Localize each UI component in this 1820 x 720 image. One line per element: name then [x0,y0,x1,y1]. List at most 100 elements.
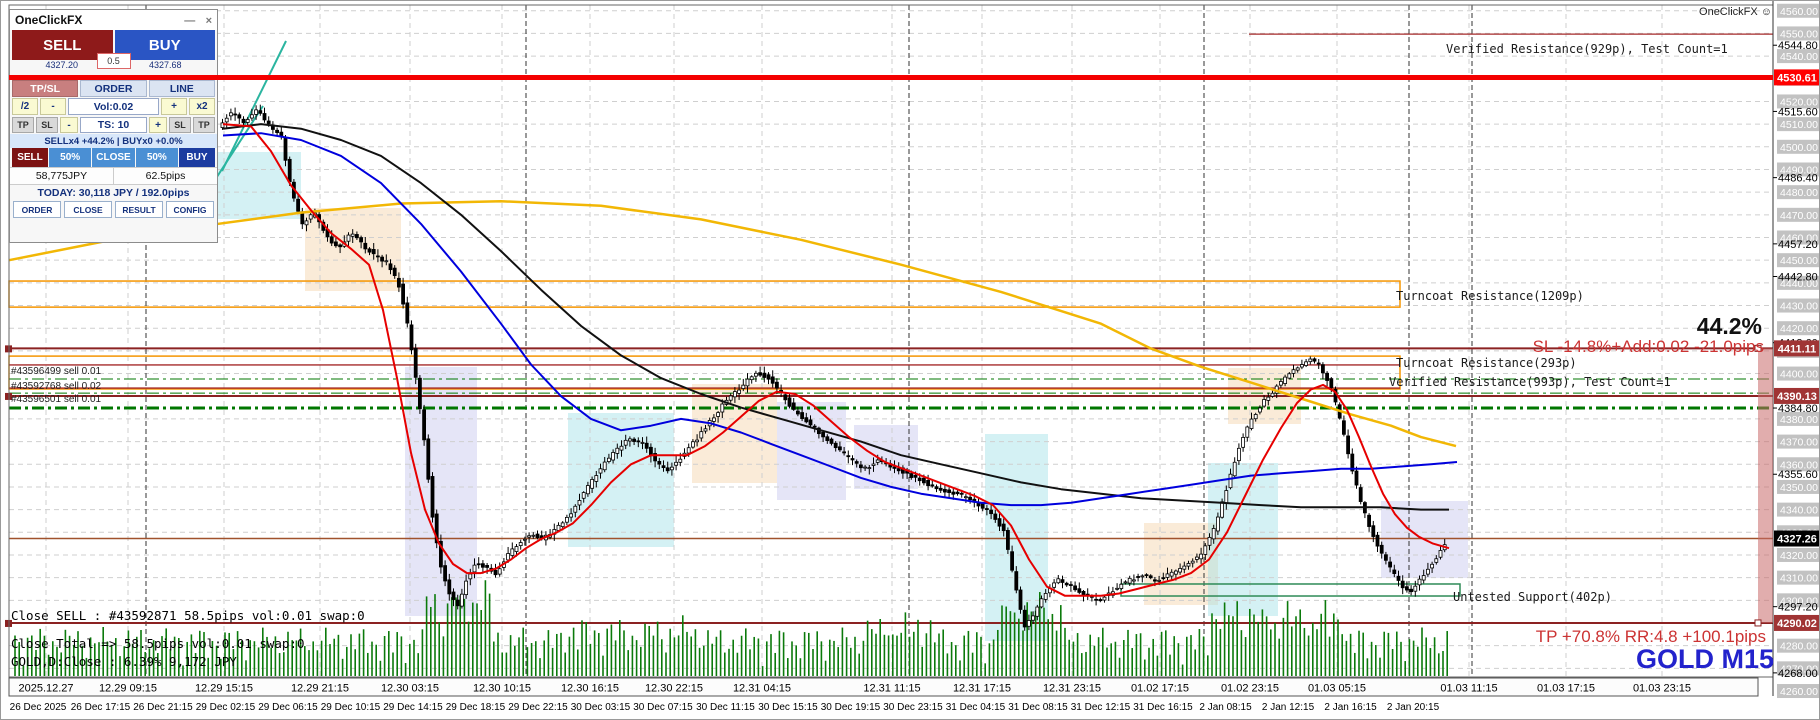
candle-body [1039,598,1044,608]
result-footer-button[interactable]: RESULT [115,201,163,218]
price-grid-label: 4520.00 [1780,96,1818,108]
candle-body [863,466,867,469]
close-50-left-button[interactable]: 50% [49,148,92,167]
candle-body [712,417,716,422]
candle-body [308,214,313,220]
config-footer-button[interactable]: CONFIG [166,201,214,218]
price-grid-label-box [1777,570,1819,585]
candle-body [787,397,792,407]
bid-price-tag [1774,530,1819,547]
candle-body [678,458,683,463]
candle-body [485,565,490,568]
minimize-icon[interactable]: — [184,15,196,27]
time-label-row2: 31 Dec 08:15 [1008,702,1068,713]
buy-button[interactable]: BUY [114,30,215,60]
candle-body [459,593,464,607]
tp-button-2[interactable]: TP [193,117,215,133]
candle-body [1417,578,1422,586]
price-grid-label-box [1777,457,1819,472]
vol-half-button[interactable]: /2 [12,98,38,115]
panel-titlebar[interactable]: OneClickFX — × [10,10,217,30]
close-buy-button[interactable]: BUY [178,148,215,167]
take-profit-price-tag-label: 4290.02 [1777,618,1817,630]
order-footer-button[interactable]: ORDER [13,201,61,218]
candle-body [1224,490,1229,504]
candle-body [510,548,515,556]
sell-button[interactable]: SELL [12,30,113,60]
close-footer-button[interactable]: CLOSE [64,201,112,218]
close-sell-button[interactable]: SELL [12,148,48,167]
candle-body [922,477,926,484]
candle-body [1077,588,1082,593]
close-icon[interactable]: × [205,15,212,27]
position-summary: SELLx4 +44.2% | BUYx0 +0.0% [10,134,217,148]
time-label-row1: 01.03 23:15 [1633,683,1691,695]
time-label-row2: 26 Dec 17:15 [71,702,131,713]
candle-body [1136,576,1140,578]
candle-body [989,509,993,515]
tab-order[interactable]: ORDER [80,80,147,97]
symbol-timeframe-label: GOLD M15 [1635,644,1774,674]
tab-tpsl[interactable]: TP/SL [12,80,79,97]
bid-price-tag-label: 4327.26 [1777,534,1817,546]
trendline [221,40,287,172]
price-grid-label: 4370.00 [1780,437,1818,449]
candle-body [228,112,233,117]
time-label-row2: 29 Dec 10:15 [321,702,381,713]
price-grid-label: 4360.00 [1780,459,1818,471]
candle-body [1316,362,1321,365]
candle-body [1249,418,1254,429]
vol-minus-button[interactable]: - [40,98,66,115]
candle-body [1283,376,1287,384]
time-label-row1: 12.30 22:15 [645,683,703,695]
candle-body [821,431,825,438]
candle-body [1304,361,1308,366]
red-resistance-line[interactable] [9,75,1773,80]
vol-x2-button[interactable]: x2 [189,98,215,115]
candle-body [396,277,401,288]
candle-body [758,372,762,376]
sl-button-2[interactable]: SL [169,117,191,133]
candle-body [384,260,389,263]
candle-body [224,117,229,123]
tp-button[interactable]: TP [12,117,34,133]
ma-yellow-slow [8,199,1457,448]
candle-body [825,436,830,441]
candle-body [434,513,439,544]
time-label-row2: 29 Dec 14:15 [383,702,443,713]
price-grid-label: 4470.00 [1780,210,1818,222]
candle-body [275,129,280,133]
candle-body [1031,615,1035,621]
vol-plus-button[interactable]: + [161,98,187,115]
candle-body [1056,578,1061,584]
ma-red-fast [222,123,1450,597]
candle-body [1258,407,1262,413]
tab-line[interactable]: LINE [148,80,215,97]
time-label-row1: 12.30 03:15 [381,683,439,695]
candle-body [791,402,796,410]
close-all-button[interactable]: CLOSE [92,148,135,167]
sell-price: 4327.20 [45,60,79,70]
candle-body [1140,575,1145,578]
candle-body [1329,378,1334,389]
average-price-tag [1774,387,1819,404]
candle-body [367,248,372,253]
close-50-right-button[interactable]: 50% [135,148,178,167]
candle-body [951,491,956,495]
candle-body [455,599,460,607]
candle-body [913,474,918,478]
price-grid-label: 4560.00 [1780,6,1818,18]
candle-body [985,508,989,510]
sl-button[interactable]: SL [36,117,58,133]
candle-body [644,442,649,449]
candle-body [506,553,511,561]
ts-minus-button[interactable]: - [60,117,78,133]
trailing-stop-field[interactable]: TS: 10 [80,117,147,133]
candle-body [573,505,578,513]
ts-plus-button[interactable]: + [149,117,167,133]
volume-field[interactable]: Vol:0.02 [68,98,159,115]
candle-body [1161,577,1166,580]
time-label-row2: 29 Dec 06:15 [258,702,318,713]
candle-body [1379,544,1384,554]
